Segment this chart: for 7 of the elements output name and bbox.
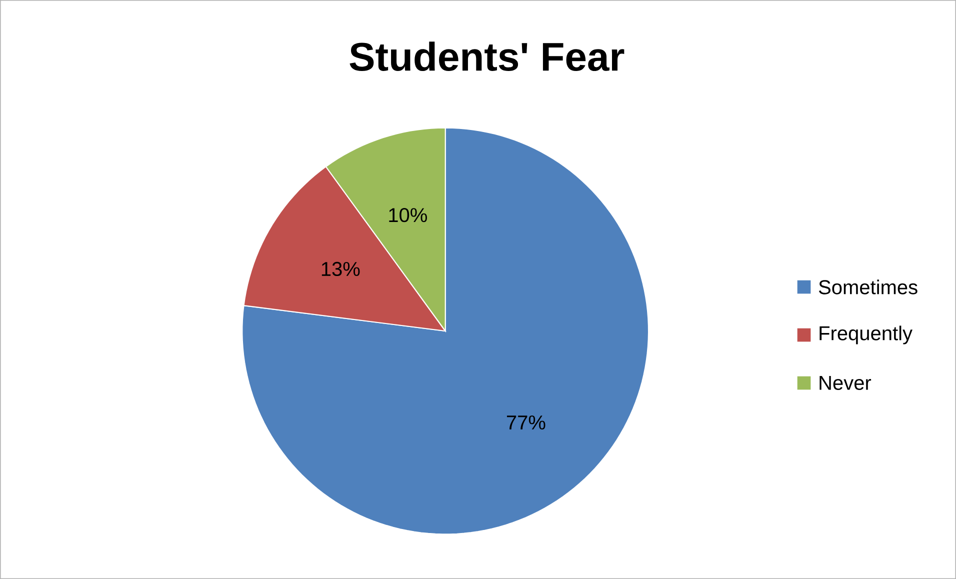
data-label: 77% xyxy=(506,415,546,430)
legend-label: Never xyxy=(820,376,872,390)
legend-label: Frequently xyxy=(820,326,912,344)
data-label: 10% xyxy=(389,208,427,222)
chart-title: Students' Fear xyxy=(350,42,624,72)
legend-label: Sometimes xyxy=(818,280,918,294)
data-label: 13% xyxy=(322,262,360,276)
